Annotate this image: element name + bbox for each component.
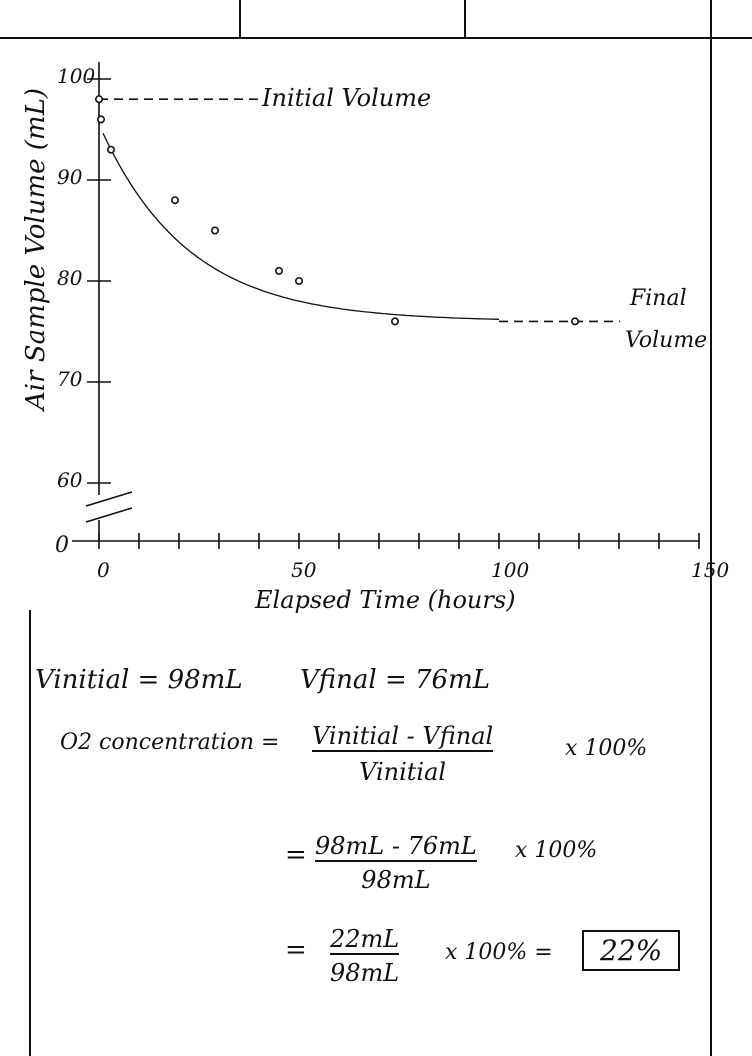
line4-numerator: 22mL — [330, 925, 400, 953]
line3-equals: = — [285, 840, 307, 870]
final-volume-label-2: Volume — [625, 328, 707, 353]
fit-curve — [102, 132, 500, 320]
data-point — [171, 196, 180, 205]
line3-denominator: 98mL — [315, 860, 477, 894]
y-tick-label: 90 — [57, 165, 83, 189]
data-point — [211, 226, 220, 235]
line3-numerator: 98mL - 76mL — [315, 832, 477, 860]
y-tick-label: 60 — [57, 468, 83, 492]
initial-volume-label: Initial Volume — [261, 84, 431, 112]
line4-denominator: 98mL — [330, 953, 400, 987]
y-tick-label: 100 — [57, 64, 95, 88]
final-volume-label-1: Final — [629, 286, 687, 311]
data-point — [107, 145, 116, 154]
x-axis-label: Elapsed Time (hours) — [254, 586, 516, 614]
v-final: Vfinal = 76mL — [300, 665, 490, 695]
x-tick-label: 0 — [97, 558, 110, 582]
x-tick-label: 100 — [491, 558, 529, 582]
x-tick-label: 150 — [691, 558, 729, 582]
x-tick-label: 50 — [291, 558, 317, 582]
data-point — [570, 317, 579, 326]
line4-multiplier: x 100% = — [445, 940, 553, 965]
o2-denominator: Vinitial — [312, 750, 494, 786]
o2-numerator: Vinitial - Vfinal — [312, 722, 494, 750]
data-marks — [95, 95, 620, 326]
data-point — [274, 266, 283, 275]
axes: 0 50 100 150 100 90 80 70 60 — [57, 62, 729, 582]
y-axis-label: Air Sample Volume (mL) — [21, 88, 51, 412]
line3-multiplier: x 100% — [515, 838, 598, 863]
data-point — [95, 95, 104, 104]
axis-break-icon — [85, 491, 133, 523]
data-point — [294, 276, 303, 285]
data-point — [97, 115, 106, 124]
o2-fraction: Vinitial - Vfinal Vinitial — [312, 722, 494, 786]
o2-multiplier: x 100% — [565, 736, 648, 761]
line3-fraction: 98mL - 76mL 98mL — [315, 832, 477, 894]
line4-fraction: 22mL 98mL — [330, 925, 400, 987]
v-initial: Vinitial = 98mL — [35, 665, 243, 695]
y-tick-label: 70 — [57, 367, 83, 391]
o2-label: O2 concentration = — [60, 730, 280, 755]
data-point — [390, 317, 399, 326]
result-box: 22% — [582, 930, 681, 971]
y-origin-label: 0 — [55, 533, 69, 558]
y-tick-label: 80 — [57, 266, 83, 290]
line4-equals: = — [285, 935, 307, 965]
